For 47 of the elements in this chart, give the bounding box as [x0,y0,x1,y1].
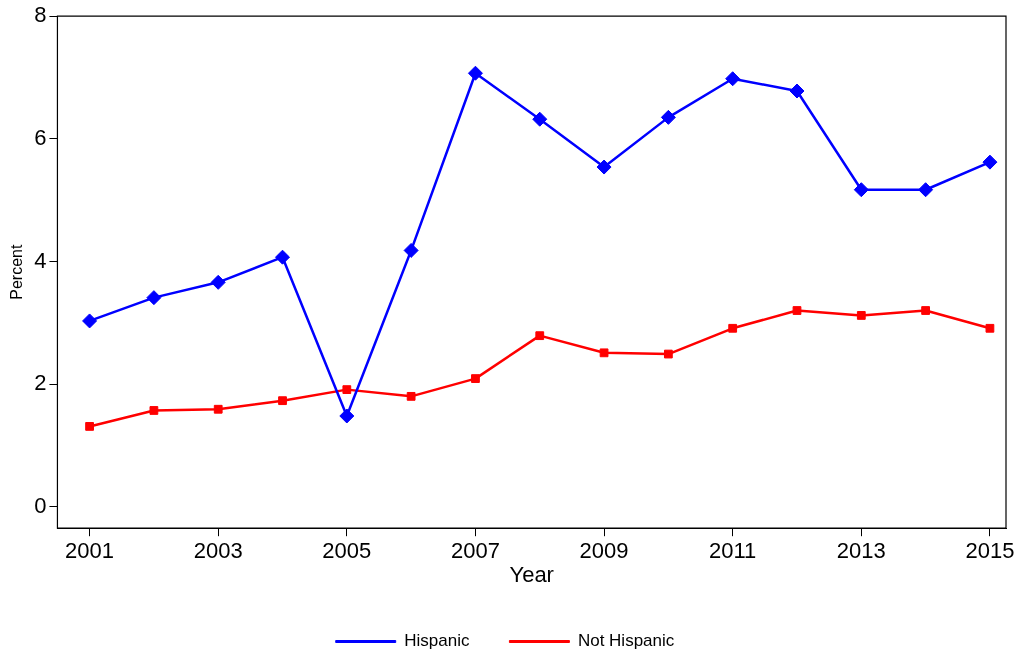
point [339,408,355,424]
point [792,306,802,315]
y-axis-title: Percent [8,244,26,300]
point [789,83,805,99]
legend-label: Not Hispanic [577,631,675,651]
point [532,111,548,127]
point [660,109,676,125]
point [599,348,609,358]
point [467,65,483,81]
y-tick-label: 0 [34,492,47,518]
x-axis-title: Year [509,561,554,587]
y-tick-label: 4 [34,247,47,273]
x-tick-label: 2015 [965,538,1015,564]
x-tick-label: 2011 [709,538,757,564]
y-tick-label: 2 [34,370,47,396]
point [149,406,159,415]
point [663,349,673,359]
point [921,306,930,315]
point [853,182,869,198]
x-tick-label: 2005 [322,538,372,564]
point [342,385,352,395]
point [278,396,287,406]
point [725,71,741,87]
x-tick-label: 2001 [65,538,115,564]
y-tick-label: 6 [34,124,47,150]
x-tick-label: 2007 [450,538,500,564]
point [535,331,545,341]
point [403,242,419,258]
point [213,404,223,414]
x-tick-label: 2009 [579,538,629,564]
x-tick-label: 2003 [193,538,243,564]
point [728,323,738,333]
point [982,154,998,170]
point [146,290,162,306]
y-tick-label: 8 [34,2,47,28]
point [918,182,934,198]
point [856,311,866,320]
point [275,249,291,265]
point [210,274,226,290]
x-tick-label: 2013 [836,538,886,564]
point [406,391,416,401]
legend-label: Hispanic [404,631,470,651]
point [85,422,94,431]
point [471,374,480,383]
point [82,313,98,329]
point [985,323,995,333]
point [596,159,612,175]
